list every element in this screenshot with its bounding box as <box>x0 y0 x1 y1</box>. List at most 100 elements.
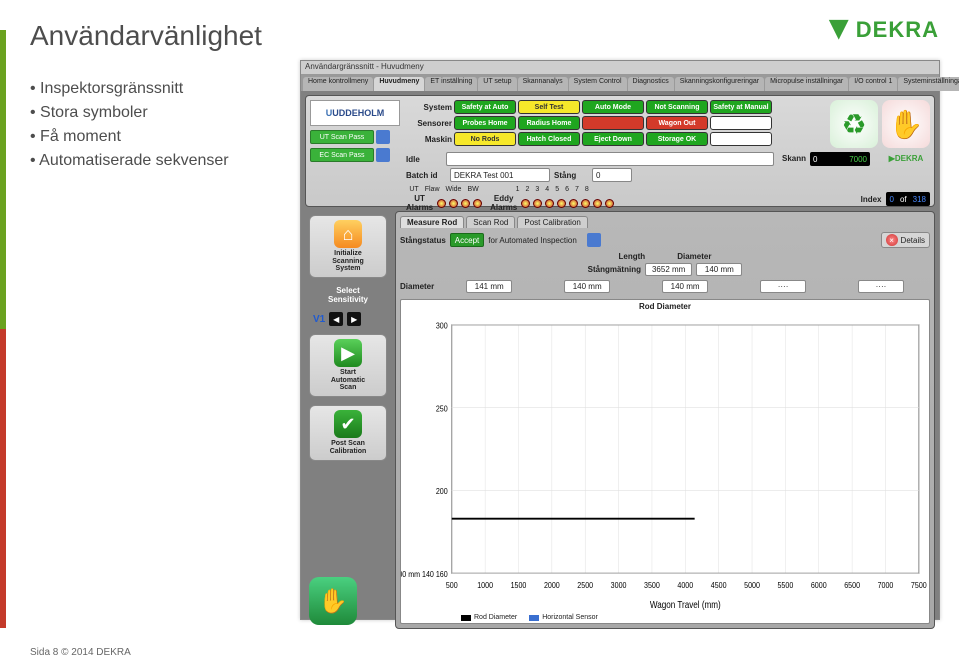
select-sensitivity-label: Select Sensitivity <box>309 286 387 304</box>
app-tab[interactable]: Huvudmeny <box>374 77 424 91</box>
slide-bullets: Inspektorsgränssnitt Stora symboler Få m… <box>30 80 229 176</box>
app-tab[interactable]: Skanningskonfigureringar <box>675 77 764 91</box>
status-pill <box>582 116 644 130</box>
app-tab[interactable]: Micropulse inställningar <box>765 77 848 91</box>
svg-text:500: 500 <box>446 581 458 591</box>
svg-text:6500: 6500 <box>844 581 860 591</box>
dropdown-icon[interactable] <box>587 233 601 247</box>
svg-text:5500: 5500 <box>777 581 793 591</box>
v1-selector[interactable]: V1 ◀ ▶ <box>309 312 387 326</box>
x-icon: × <box>886 234 898 246</box>
alarm-lamp <box>533 199 542 208</box>
status-area: UDDEHOLM SystemSafety at AutoSelf TestAu… <box>305 95 935 207</box>
skann-box: 0 7000 <box>810 152 870 166</box>
app-tab[interactable]: I/O control 1 <box>849 77 897 91</box>
alarm-lamp <box>461 199 470 208</box>
alarm-label: 1 <box>516 186 520 193</box>
meas-col-length: Length <box>619 252 646 261</box>
ec-scan-btn[interactable] <box>376 148 390 162</box>
initialize-scanning-button[interactable]: ⌂ Initialize Scanning System <box>309 215 387 278</box>
app-tab[interactable]: ET inställning <box>425 77 477 91</box>
panel-tabs: Measure RodScan RodPost Calibration <box>400 216 930 228</box>
skann-label: Skann <box>782 154 806 163</box>
alarm-label: 5 <box>555 186 559 193</box>
status-row-label: Sensorer <box>410 119 452 128</box>
app-tab[interactable]: Home kontrollmeny <box>303 77 373 91</box>
alarm-label: 7 <box>575 186 579 193</box>
app-tab[interactable]: Skannanalys <box>518 77 568 91</box>
ut-alarms-title: UT Alarms <box>406 194 433 212</box>
details-button[interactable]: × Details <box>881 232 930 248</box>
svg-text:300: 300 <box>436 321 448 331</box>
app-window: Användargränssnitt - Huvudmeny Home kont… <box>300 60 940 620</box>
status-pill: No Rods <box>454 132 516 146</box>
panel-tab[interactable]: Measure Rod <box>400 216 464 228</box>
legend-1: Rod Diameter <box>474 614 517 621</box>
rod-status-line: Stångstatus Accept for Automated Inspect… <box>400 232 930 248</box>
svg-text:4000: 4000 <box>677 581 693 591</box>
app-tab[interactable]: System Control <box>569 77 627 91</box>
idle-label: Idle <box>406 155 442 164</box>
rod-status-label: Stångstatus <box>400 236 446 245</box>
v1-right-icon[interactable]: ▶ <box>347 312 361 326</box>
svg-text:1500: 1500 <box>511 581 527 591</box>
svg-text:5000: 5000 <box>744 581 760 591</box>
details-label: Details <box>901 236 925 245</box>
status-pill <box>710 116 772 130</box>
ut-alarms: UTFlawWideBW UT Alarms <box>406 186 482 212</box>
alarm-label: 8 <box>585 186 589 193</box>
scan-pass-group: UT Scan Pass EC Scan Pass <box>310 130 390 162</box>
index-of: of <box>900 195 907 204</box>
meas-diameter: 140 mm <box>696 263 742 276</box>
alarm-lamp <box>593 199 602 208</box>
svg-text:7000: 7000 <box>878 581 894 591</box>
start-scan-button[interactable]: ▶ Start Automatic Scan <box>309 334 387 397</box>
app-tab[interactable]: Diagnostics <box>628 77 674 91</box>
alarm-lamp <box>569 199 578 208</box>
svg-text:Wagon Travel (mm): Wagon Travel (mm) <box>650 599 721 610</box>
sidebar: ⌂ Initialize Scanning System Select Sens… <box>305 211 391 629</box>
slide-side-stripe <box>0 30 6 628</box>
start-scan-label: Start Automatic Scan <box>331 369 365 392</box>
alarms-row: UTFlawWideBW UT Alarms 12345678 Eddy Ala… <box>406 186 930 212</box>
recycle-icon[interactable]: ♻ <box>830 100 878 148</box>
alarm-label: 2 <box>525 186 529 193</box>
diameter-row: Diameter 141 mm140 mm140 mm········ <box>400 280 930 293</box>
alarm-label: UT <box>409 186 418 193</box>
alarm-label: 3 <box>535 186 539 193</box>
svg-text:7500: 7500 <box>911 581 927 591</box>
skann-b: 7000 <box>849 155 867 164</box>
diameter-value: ···· <box>760 280 806 293</box>
stop-icon[interactable]: ✋ <box>882 100 930 148</box>
svg-text:2500: 2500 <box>577 581 593 591</box>
status-pill: Wagon Out <box>646 116 708 130</box>
app-tab[interactable]: Systeminställningar <box>898 77 959 91</box>
post-scan-calibration-button[interactable]: ✔ Post Scan Calibration <box>309 405 387 460</box>
main-panel: Measure RodScan RodPost Calibration Stån… <box>395 211 935 629</box>
dekra-logo-text: DEKRA <box>856 17 939 43</box>
initialize-label: Initialize Scanning System <box>332 250 364 273</box>
app-tab[interactable]: UT setup <box>478 77 516 91</box>
ec-scan-pass: EC Scan Pass <box>310 148 374 162</box>
svg-text:2000: 2000 <box>544 581 560 591</box>
meas-col-diameter: Diameter <box>677 252 711 261</box>
idle-field[interactable] <box>446 152 774 166</box>
alarm-lamp <box>557 199 566 208</box>
bullet-item: Stora symboler <box>30 104 229 122</box>
dekra-logo: ▶ DEKRA <box>831 15 939 44</box>
status-pill: Safety at Auto <box>454 100 516 114</box>
stang-field[interactable]: 0 <box>592 168 632 182</box>
panel-tab[interactable]: Post Calibration <box>517 216 587 228</box>
play-icon: ▶ <box>334 339 362 367</box>
ut-scan-btn[interactable] <box>376 130 390 144</box>
status-pill: Probes Home <box>454 116 516 130</box>
shield-icon: ✔ <box>334 410 362 438</box>
hand-button[interactable]: ✋ <box>309 577 357 625</box>
panel-tab[interactable]: Scan Rod <box>466 216 515 228</box>
status-pill: Auto Mode <box>582 100 644 114</box>
batch-id-field[interactable]: DEKRA Test 001 <box>450 168 550 182</box>
app-titlebar: Användargränssnitt - Huvudmeny <box>301 61 939 75</box>
alarm-lamp <box>437 199 446 208</box>
v1-left-icon[interactable]: ◀ <box>329 312 343 326</box>
batch-label: Batch id <box>406 171 446 180</box>
